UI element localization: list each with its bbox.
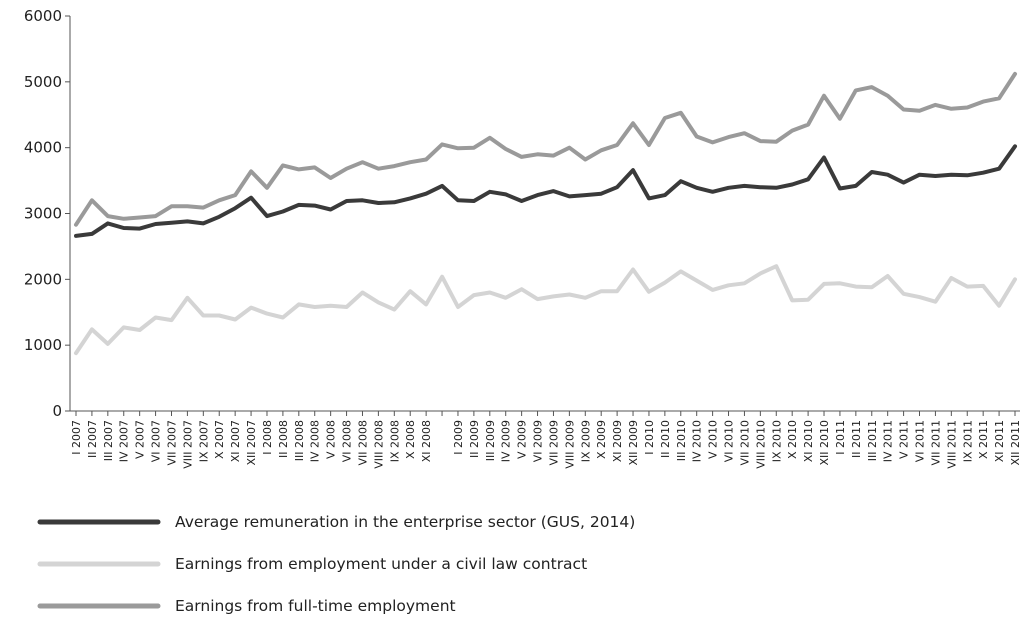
x-tick-label: III 2011 (866, 420, 879, 461)
x-tick-label: VIII 2007 (181, 420, 194, 469)
x-tick-label: I 2008 (261, 420, 274, 455)
x-tick-label: XI 2007 (229, 420, 242, 462)
x-tick-label: VI 2010 (723, 420, 736, 462)
x-tick-label: XI 2008 (420, 420, 433, 462)
x-axis: I 2007 II 2007 III 2007 IV 2007 V 2007 VI 200… (70, 410, 1022, 469)
series-line-2 (74, 264, 1017, 356)
x-tick-label: VIII 2009 (563, 420, 576, 469)
y-tick-label: 6000 (24, 7, 62, 25)
legend-label: Earnings from full-time employment (175, 597, 456, 615)
x-tick-label: I 2007 (70, 420, 83, 455)
x-tick-label: X 2009 (595, 420, 608, 459)
x-tick-label: VII 2007 (165, 420, 178, 466)
x-tick-label: VIII 2008 (372, 420, 385, 469)
x-tick-label: V 2008 (325, 420, 338, 459)
x-tick-label: XI 2009 (611, 420, 624, 462)
x-tick-label: I 2010 (643, 420, 656, 455)
y-tick-label: 2000 (24, 270, 62, 288)
x-tick-label: XII 2007 (245, 420, 258, 466)
x-tick-label: VI 2008 (341, 420, 354, 462)
legend-label: Average remuneration in the enterprise s… (175, 513, 635, 531)
y-tick-label: 0 (52, 402, 62, 420)
legend: Average remuneration in the enterprise s… (37, 513, 635, 615)
x-tick-label: IX 2008 (388, 420, 401, 462)
x-tick-label: VII 2011 (929, 420, 942, 466)
x-tick-label: VII 2009 (547, 420, 560, 466)
series-line-0 (74, 71, 1017, 227)
legend-label: Earnings from employment under a civil l… (175, 555, 587, 573)
x-tick-label: IV 2009 (500, 420, 513, 462)
x-tick-label: VII 2010 (738, 420, 751, 466)
x-tick-label: IV 2011 (882, 420, 895, 462)
x-tick-label: XI 2011 (993, 420, 1006, 462)
x-tick-label: VI 2011 (914, 420, 927, 462)
x-tick-label: II 2008 (277, 420, 290, 458)
x-tick-label: III 2010 (675, 420, 688, 461)
series-line-1 (74, 144, 1017, 238)
x-tick-label: V 2010 (707, 420, 720, 459)
x-tick-label: XII 2010 (818, 420, 831, 466)
x-tick-label: IV 2008 (309, 420, 322, 462)
x-tick-label: VI 2009 (532, 420, 545, 462)
x-tick-label: II 2011 (850, 420, 863, 458)
series-lines (74, 71, 1017, 356)
y-tick-label: 3000 (24, 205, 62, 223)
x-tick-label: VI 2007 (150, 420, 163, 462)
x-tick-label: X 2011 (977, 420, 990, 459)
x-tick-label: V 2009 (516, 420, 529, 459)
x-tick-label: IV 2010 (691, 420, 704, 462)
x-tick-label: VIII 2010 (754, 420, 767, 469)
y-tick-label: 4000 (24, 139, 62, 157)
x-tick-label: IV 2007 (118, 420, 131, 462)
x-tick-label: I 2009 (452, 420, 465, 455)
y-tick-label: 5000 (24, 73, 62, 91)
x-tick-label: XII 2011 (1009, 420, 1022, 466)
x-tick-label: X 2008 (404, 420, 417, 459)
x-tick-label: II 2009 (468, 420, 481, 458)
x-tick-label: X 2010 (786, 420, 799, 459)
y-tick-label: 1000 (24, 336, 62, 354)
x-tick-label: VII 2008 (356, 420, 369, 466)
x-tick-label: III 2009 (484, 420, 497, 461)
x-tick-label: IX 2007 (197, 420, 210, 462)
x-tick-label: II 2010 (659, 420, 672, 458)
x-tick-label: III 2007 (102, 420, 115, 461)
x-tick-label: I 2011 (834, 420, 847, 455)
y-axis: 0 1000 2000 3000 4000 5000 6000 (24, 7, 71, 420)
x-tick-label: IX 2010 (770, 420, 783, 462)
x-tick-label: XII 2009 (627, 420, 640, 466)
x-tick-label: V 2011 (898, 420, 911, 459)
x-tick-label: II 2007 (86, 420, 99, 458)
x-tick-label: IX 2011 (961, 420, 974, 462)
x-tick-label: V 2007 (134, 420, 147, 459)
x-tick-label: XI 2010 (802, 420, 815, 462)
x-tick-label: X 2007 (213, 420, 226, 459)
x-tick-label: III 2008 (293, 420, 306, 461)
x-tick-label: VIII 2011 (945, 420, 958, 469)
x-tick-label: IX 2009 (579, 420, 592, 462)
